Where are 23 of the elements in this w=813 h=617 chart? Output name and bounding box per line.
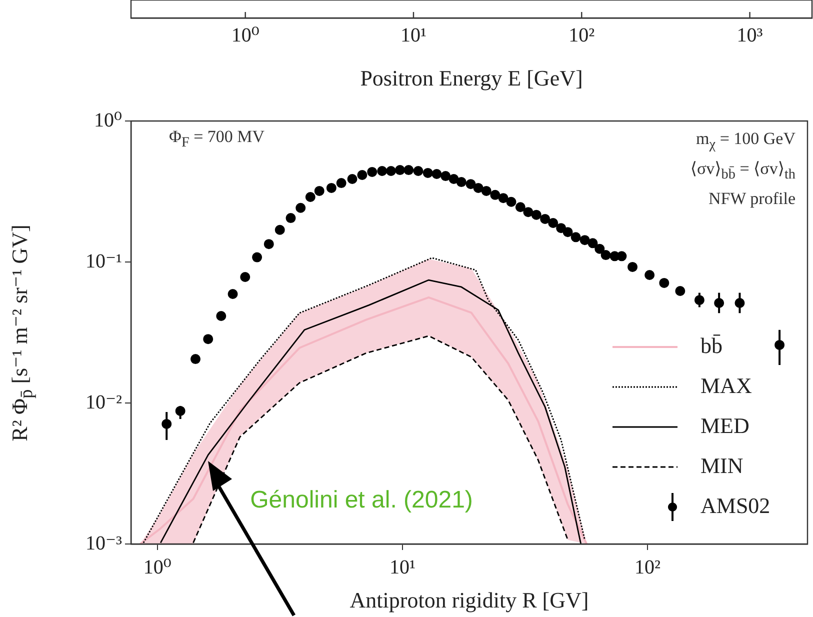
annotation: Génolini et al. (2021)	[250, 486, 473, 514]
text: 10⁰	[231, 24, 260, 46]
legend-label: MIN	[700, 452, 744, 478]
annotation: ⟨σv⟩$_{bb̄}$ = ⟨σv⟩$_{th}$	[690, 159, 796, 184]
y-tick-label: 10⁻²	[85, 391, 122, 414]
legend-label: bb̄	[700, 332, 722, 358]
legend-label: MAX	[700, 372, 752, 398]
x-tick-label: 10¹	[389, 556, 416, 578]
annotation: m$_{χ}$ = 100 GeV	[696, 129, 796, 154]
annotation: Φ$_{F}$ = 700 MV	[169, 127, 265, 152]
text: 10¹	[400, 24, 426, 46]
x-axis-title: Antiproton rigidity R [GV]	[350, 588, 589, 613]
legend-label: MED	[700, 412, 750, 438]
annotation: NFW profile	[708, 189, 796, 209]
y-tick-label: 10⁻³	[85, 532, 122, 554]
x-tick-label: 10⁰	[143, 556, 172, 578]
text: Positron Energy E [GeV]	[360, 66, 583, 91]
x-tick-label: 10²	[634, 556, 660, 578]
y-tick-label: 10⁻¹	[85, 250, 122, 272]
text: 10²	[568, 24, 595, 46]
text: 10³	[736, 24, 763, 46]
y-tick-label: 10⁰	[94, 109, 122, 132]
legend-label: AMS02	[700, 492, 770, 518]
